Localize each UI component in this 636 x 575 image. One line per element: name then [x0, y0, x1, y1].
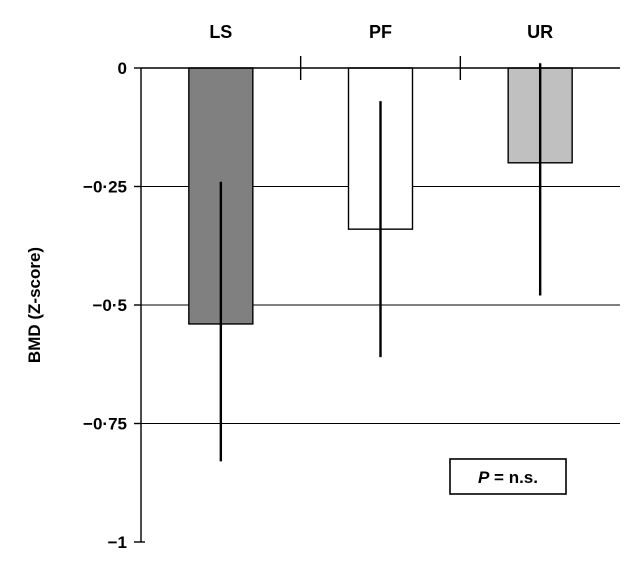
y-tick-label: −1 [108, 533, 127, 552]
error-bars [219, 63, 542, 462]
y-tick-label: −0·5 [93, 296, 128, 315]
y-tick-label: −0·75 [83, 415, 127, 434]
annotation-p: P [478, 468, 490, 487]
annotation-box [449, 458, 567, 495]
significance-annotation: P = n.s. [449, 458, 567, 495]
y-tick-label: 0 [118, 59, 127, 78]
y-axis-title: BMD (Z-score) [25, 247, 44, 363]
category-label-pf: PF [369, 22, 392, 42]
annotation-text: P = n.s. [478, 468, 538, 487]
tick-labels: 0 −0·25 −0·5 −0·75 −1 LS PF UR [83, 22, 553, 552]
annotation-rest: = n.s. [489, 468, 538, 487]
axes [134, 56, 620, 543]
y-tick-label: −0·25 [83, 178, 127, 197]
category-label-ls: LS [209, 22, 232, 42]
category-label-ur: UR [527, 22, 553, 42]
